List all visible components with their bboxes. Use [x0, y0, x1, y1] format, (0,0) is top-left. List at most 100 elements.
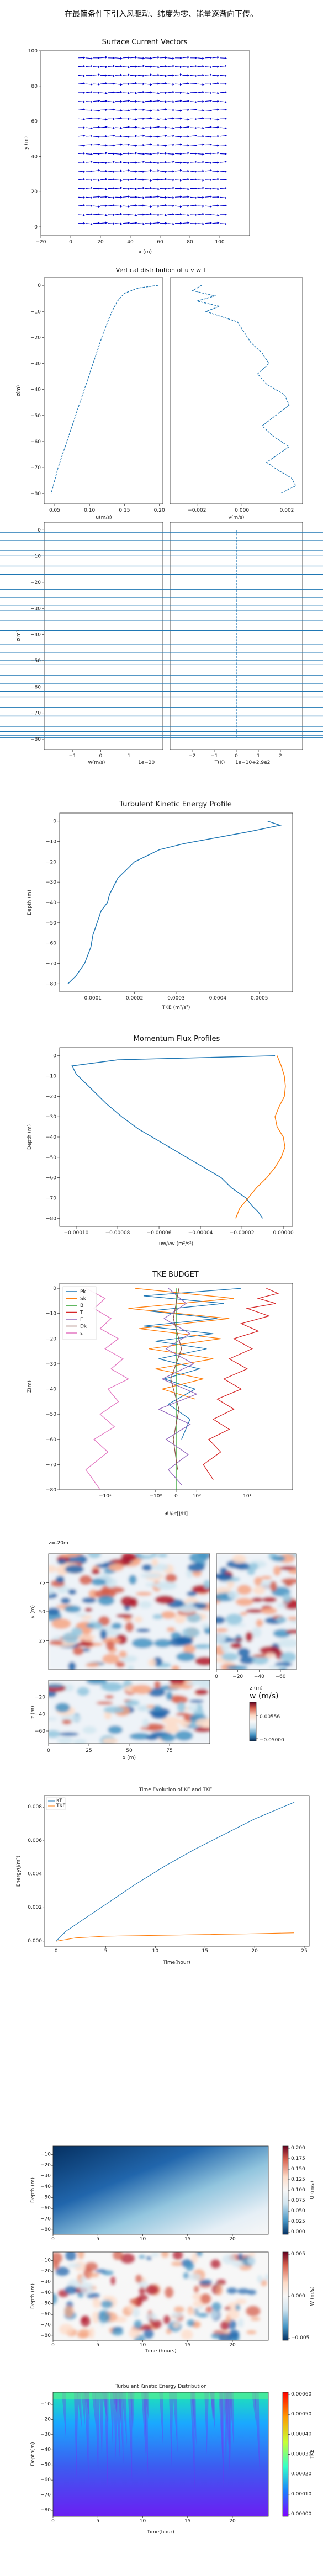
vector-arrowhead: [172, 153, 175, 156]
vector-arrowhead: [165, 152, 167, 155]
y-tick-label: −70: [30, 465, 41, 471]
vector-arrowhead: [83, 65, 86, 67]
vector-arrowhead: [172, 161, 175, 163]
field-patch: [65, 1565, 84, 1574]
field-patch: [135, 1591, 152, 1596]
tke-streak: [159, 2392, 164, 2444]
vector-arrowhead: [128, 118, 130, 120]
vector-arrowhead: [128, 188, 130, 190]
vector-arrowhead: [91, 127, 93, 130]
vector-arrowhead: [135, 204, 137, 207]
vector-arrowhead: [210, 179, 212, 182]
vector-arrowhead: [165, 126, 167, 129]
vector-arrowhead: [83, 204, 86, 206]
y-tick-label: −30: [40, 2174, 51, 2179]
y-tick-label: −20: [30, 335, 41, 341]
field-patch: [168, 1684, 185, 1690]
vector-arrowhead: [210, 195, 212, 198]
u-field: [53, 2146, 268, 2234]
field-patch: [248, 2252, 255, 2258]
vector-arrowhead: [165, 82, 167, 85]
y-tick-label: −30: [30, 606, 41, 612]
vector-arrowhead: [172, 74, 175, 77]
y-tick-label: −70: [46, 1462, 56, 1468]
y-tick-label: −40: [30, 633, 41, 638]
y-tick-label: 100: [28, 49, 38, 54]
vector-arrowhead: [210, 99, 212, 102]
vector-arrowhead: [165, 56, 167, 59]
field-patch: [183, 1644, 196, 1654]
vector-arrowhead: [180, 205, 182, 208]
vector-arrowhead: [202, 109, 205, 112]
field-patch: [239, 1655, 256, 1665]
y-tick-label: −80: [46, 1488, 56, 1493]
vector-arrowhead: [225, 65, 227, 67]
field-patch: [132, 2307, 140, 2318]
field-patch: [146, 1735, 158, 1741]
vector-arrowhead: [210, 162, 212, 164]
x-tick-label: 60: [157, 240, 163, 245]
x-tick-label: −0.00006: [147, 1230, 172, 1236]
vector-arrowhead: [225, 204, 227, 207]
field-patch: [256, 1619, 263, 1627]
vector-arrowhead: [128, 109, 130, 112]
field-patch: [257, 2275, 263, 2283]
x-axis-label: uw/vw (m²/s²): [159, 1241, 193, 1247]
vector-arrowhead: [135, 92, 137, 94]
x-axis-label: Time (hours): [144, 2349, 176, 2354]
field-patch: [100, 1682, 123, 1691]
y-tick-label: −80: [40, 2227, 51, 2233]
colorbar-tick-label: 0.200: [291, 2145, 305, 2151]
vector-arrowhead: [165, 100, 167, 103]
vector-arrowhead: [98, 169, 100, 172]
y-tick-label: −10: [46, 1074, 56, 1080]
field-patch: [160, 1733, 176, 1742]
field-patch: [92, 2311, 100, 2324]
field-patch: [153, 1705, 162, 1711]
field-patch: [216, 1634, 226, 1644]
tke-streak: [61, 2392, 66, 2439]
x-tick-label: 5: [96, 2237, 99, 2242]
series-line-orange: [235, 1055, 286, 1219]
vector-arrowhead: [113, 196, 115, 199]
vector-arrowhead: [135, 56, 137, 59]
vector-arrowhead: [210, 213, 212, 216]
x-tick-label: 0: [47, 1748, 50, 1754]
field-patch: [120, 2253, 135, 2264]
field-patch: [246, 2330, 257, 2334]
vector-arrowhead: [172, 83, 175, 86]
field-patch: [259, 1646, 281, 1655]
tke-streak: [227, 2392, 232, 2466]
y-tick-label: −40: [46, 1387, 56, 1393]
vector-arrowhead: [83, 196, 86, 199]
vector-arrowhead: [187, 66, 190, 68]
field-patch: [75, 1613, 87, 1617]
vector-arrowhead: [157, 162, 160, 164]
field-patch: [49, 1565, 57, 1573]
vector-arrowhead: [202, 196, 205, 199]
field-patch: [245, 1631, 253, 1643]
field-patch: [148, 1658, 157, 1667]
vector-arrowhead: [91, 65, 93, 67]
u-axis-label: u(m/s): [96, 515, 112, 520]
field-patch: [226, 1665, 248, 1670]
chart-tke-time-depth: Turbulent Kinetic Energy Distribution 0 5…: [30, 2384, 315, 2535]
vector-arrowhead: [120, 179, 123, 182]
field-patch: [225, 2306, 231, 2311]
colorbar-tick-label: 0.000: [291, 2229, 305, 2235]
vector-arrowhead: [105, 170, 108, 173]
field-patch: [53, 2260, 60, 2270]
vector-arrowhead: [128, 162, 130, 164]
vector-arrowhead: [83, 222, 86, 225]
y-axis-label: Z(m): [27, 1380, 33, 1393]
field-patch: [67, 2263, 82, 2268]
x-tick-label: −0.00002: [230, 1230, 255, 1236]
w-time-field: [53, 2252, 268, 2340]
vector-arrowhead: [157, 144, 160, 146]
field-patch: [186, 1613, 202, 1623]
vector-arrowhead: [105, 82, 108, 85]
vector-arrowhead: [105, 126, 108, 129]
y-tick-label: −70: [46, 1196, 56, 1201]
field-patch: [127, 1665, 134, 1670]
y-tick-label: −20: [40, 2163, 51, 2168]
